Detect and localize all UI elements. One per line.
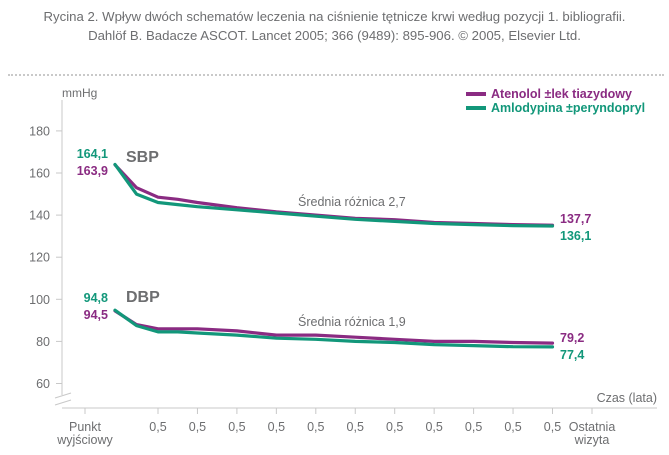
dbp-tag: DBP (126, 289, 160, 306)
x-tick-label: 0,5 (228, 420, 245, 434)
x-tick-label: wizyta (574, 433, 610, 447)
x-axis-title: Czas (lata) (597, 391, 657, 405)
figure-caption: Rycina 2. Wpływ dwóch schematów leczenia… (0, 7, 669, 45)
x-tick-label: Punkt (69, 420, 101, 434)
series-line-sbp-amlodypina (113, 162, 555, 228)
caption-line-2: Dahlöf B. Badacze ASCOT. Lancet 2005; 36… (88, 28, 581, 43)
sbp-mean-difference: Średnia różnica 2,7 (298, 194, 406, 209)
start-value-label: 94,8 (84, 291, 108, 305)
start-value-label: 163,9 (77, 164, 108, 178)
series-line-dbp-amlodypina (113, 308, 555, 349)
y-tick-label: 140 (29, 209, 50, 223)
end-value-label: 137,7 (560, 212, 591, 226)
sbp-tag: SBP (126, 149, 159, 166)
x-tick-label: wyjściowy (56, 433, 113, 447)
series-lines (113, 162, 555, 349)
x-tick-label: 0,5 (268, 420, 285, 434)
axis-break-mark-2 (54, 399, 72, 406)
end-value-label: 79,2 (560, 331, 584, 345)
series-line-dbp-atenolol (113, 309, 555, 345)
legend-label-amlodypina: Amlodypina ±peryndopryl (491, 101, 645, 115)
dbp-mean-difference: Średnia różnica 1,9 (298, 314, 406, 329)
y-tick-label: 120 (29, 251, 50, 265)
x-tick-label: Ostatnia (569, 420, 616, 434)
x-tick-label: 0,5 (465, 420, 482, 434)
caption-line-1: Rycina 2. Wpływ dwóch schematów leczenia… (43, 9, 626, 24)
value-labels: 163,9 137,7 164,1 136,1 94,5 79,2 94,8 77,4 (77, 147, 592, 362)
x-tick-label: 0,5 (544, 420, 561, 434)
axis-break-mark-1 (54, 392, 72, 399)
x-tick-label: 0,5 (347, 420, 364, 434)
x-tick-label: 0,5 (149, 420, 166, 434)
dotted-divider (8, 74, 664, 76)
y-tick-label: 160 (29, 167, 50, 181)
start-value-label: 94,5 (84, 308, 108, 322)
x-tick-label: 0,5 (307, 420, 324, 434)
legend: Atenolol ±lek tiazydowy Amlodypina ±pery… (466, 87, 645, 115)
y-tick-label: 80 (36, 335, 50, 349)
end-value-label: 136,1 (560, 229, 591, 243)
x-tick-label: 0,5 (425, 420, 442, 434)
y-tick-label: 60 (36, 377, 50, 391)
end-value-label: 77,4 (560, 348, 584, 362)
start-value-label: 164,1 (77, 147, 108, 161)
y-axis-unit-label: mmHg (62, 86, 97, 100)
x-tick-label: 0,5 (189, 420, 206, 434)
legend-label-atenolol: Atenolol ±lek tiazydowy (491, 87, 632, 101)
x-tick-label: 0,5 (504, 420, 521, 434)
y-tick-label: 180 (29, 124, 50, 138)
y-tick-label: 100 (29, 293, 50, 307)
x-tick-label: 0,5 (386, 420, 403, 434)
y-ticks: 60 80 100 120 140 160 180 (29, 124, 62, 391)
